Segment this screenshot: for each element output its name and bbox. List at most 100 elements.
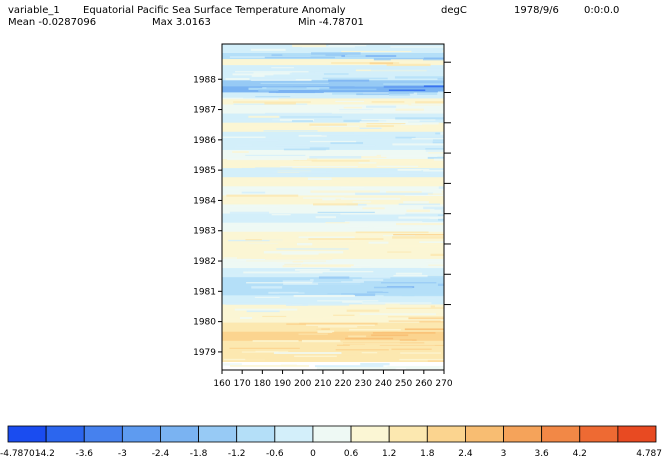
heatmap-streak <box>263 130 318 132</box>
heatmap-streak <box>392 110 444 113</box>
heatmap-streak <box>227 157 307 161</box>
heatmap-streak <box>272 170 327 173</box>
heatmap-streak <box>353 294 376 297</box>
heatmap-streak <box>321 274 385 276</box>
heatmap-streak <box>241 351 279 353</box>
heatmap-streak <box>366 125 394 127</box>
heatmap-streak <box>386 307 444 309</box>
heatmap-streak <box>319 88 377 91</box>
heatmap-streak <box>355 231 429 234</box>
x-tick-label: 260 <box>415 379 432 389</box>
heatmap-streak <box>233 101 311 103</box>
heatmap-streak <box>370 68 444 71</box>
y-tick-label: 1986 <box>193 136 216 146</box>
heatmap-streak <box>433 158 444 161</box>
heatmap-streak <box>344 54 366 57</box>
heatmap-streak <box>294 268 330 271</box>
heatmap-streak <box>398 168 430 171</box>
heatmap-streak <box>330 142 364 145</box>
heatmap-streak <box>224 274 255 277</box>
heatmap-streak <box>228 239 283 242</box>
colorbar-swatch <box>198 425 238 443</box>
heatmap-streak <box>229 347 300 350</box>
heatmap-streak <box>423 206 444 210</box>
heatmap-streak <box>364 343 444 346</box>
heatmap-streak <box>382 87 436 90</box>
heatmap-streak <box>361 276 391 279</box>
heatmap-streak <box>289 72 333 76</box>
heatmap-streak <box>386 119 420 122</box>
heatmap-streak <box>372 332 436 334</box>
heatmap-streak <box>394 76 444 79</box>
heatmap-streak <box>366 123 406 125</box>
heatmap-streak <box>395 272 423 275</box>
heatmap-streak <box>403 201 429 204</box>
heatmap-streak <box>443 209 444 213</box>
heatmap-streak <box>259 344 285 346</box>
units-label: degC <box>441 5 467 16</box>
heatmap-streak <box>225 188 240 191</box>
heatmap-streak <box>389 93 411 96</box>
heatmap-streak <box>306 324 375 326</box>
heatmap-streak <box>361 267 421 271</box>
heatmap-streak <box>322 77 388 80</box>
heatmap-streak <box>388 245 444 248</box>
heatmap-streak <box>419 241 444 243</box>
heatmap-streak <box>388 91 414 94</box>
y-tick-label: 1979 <box>193 348 216 358</box>
heatmap-streak <box>399 358 444 361</box>
colorbar-swatch <box>579 425 619 443</box>
heatmap-band <box>222 221 444 232</box>
heatmap-streak <box>251 74 265 77</box>
heatmap-streak <box>350 156 387 159</box>
colorbar-swatch <box>312 425 352 443</box>
plot-frame <box>221 43 445 371</box>
heatmap-streak <box>434 188 444 191</box>
y-tick-label: 1981 <box>193 287 216 297</box>
heatmap-streak <box>331 62 400 64</box>
heatmap-streak <box>371 101 405 103</box>
heatmap-streak <box>369 62 394 65</box>
heatmap-streak <box>250 197 263 200</box>
heatmap-band <box>222 303 444 314</box>
heatmap-streak <box>279 263 324 265</box>
heatmap-streak <box>427 156 444 159</box>
colorbar-swatch <box>7 425 47 443</box>
colorbar-swatch <box>121 425 161 443</box>
heatmap-streak <box>406 172 431 175</box>
heatmap-streak <box>238 258 251 261</box>
heatmap-band <box>222 44 444 53</box>
heatmap-streak <box>330 81 390 84</box>
heatmap-streak <box>298 134 327 137</box>
heatmap-streak <box>341 340 413 343</box>
heatmap-streak <box>225 302 292 305</box>
heatmap-band <box>222 285 444 296</box>
heatmap-streak <box>286 323 306 325</box>
heatmap-streak <box>390 59 423 61</box>
y-tick-label: 1983 <box>193 227 216 237</box>
heatmap-streak <box>358 144 376 147</box>
heatmap-streak <box>352 201 372 203</box>
x-tick-label: 250 <box>395 379 412 389</box>
heatmap-streak <box>252 340 299 342</box>
colorbar-tick-label: -3.6 <box>75 449 93 459</box>
colorbar-tick-label: -3 <box>118 449 127 459</box>
heatmap-streak <box>273 352 342 354</box>
colorbar-swatch <box>465 425 504 443</box>
date-label: 1978/9/6 <box>514 5 559 16</box>
heatmap-streak <box>281 252 319 255</box>
heatmap-streak <box>390 46 444 48</box>
heatmap-streak <box>374 172 438 175</box>
heatmap-band <box>222 130 444 141</box>
heatmap-streak <box>400 352 442 354</box>
heatmap-streak <box>371 334 409 337</box>
heatmap-streak <box>332 306 385 308</box>
heatmap-streak <box>400 123 423 126</box>
heatmap-streak <box>256 139 279 142</box>
heatmap-streak <box>245 154 306 156</box>
heatmap-streak <box>246 310 280 313</box>
heatmap-streak <box>333 314 355 316</box>
heatmap-streak <box>443 242 444 244</box>
heatmap-streak <box>382 290 422 292</box>
heatmap-streak <box>425 148 444 150</box>
